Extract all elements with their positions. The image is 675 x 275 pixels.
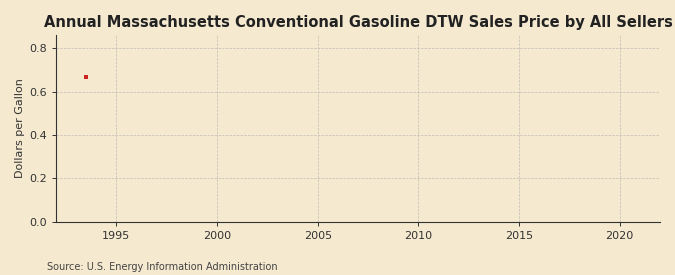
- Text: Source: U.S. Energy Information Administration: Source: U.S. Energy Information Administ…: [47, 262, 278, 272]
- Title: Annual Massachusetts Conventional Gasoline DTW Sales Price by All Sellers: Annual Massachusetts Conventional Gasoli…: [43, 15, 672, 30]
- Y-axis label: Dollars per Gallon: Dollars per Gallon: [15, 79, 25, 178]
